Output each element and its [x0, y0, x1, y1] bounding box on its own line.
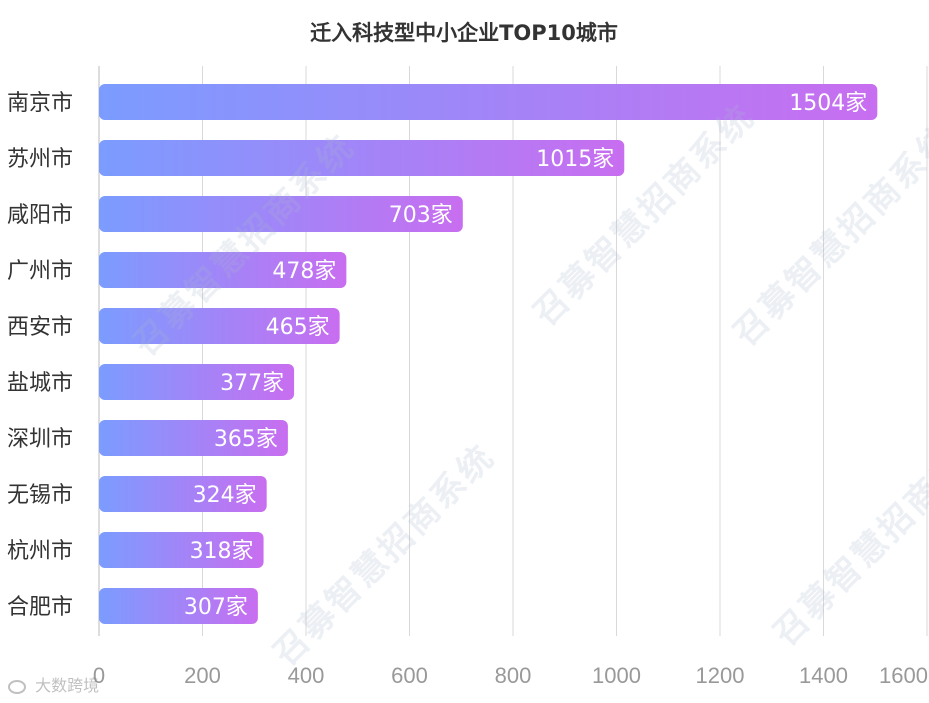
x-tick-label: 200: [184, 663, 221, 688]
bar-2: [99, 196, 463, 232]
category-label: 南京市: [7, 91, 73, 116]
category-label: 杭州市: [7, 539, 73, 564]
x-tick-label: 1200: [696, 663, 745, 688]
x-tick-label: 800: [495, 663, 532, 688]
category-label: 广州市: [7, 259, 73, 284]
bar-0: [99, 84, 878, 120]
chart-title: 迁入科技型中小企业TOP10城市: [310, 21, 618, 45]
weibo-icon: [8, 679, 26, 694]
category-label: 合肥市: [7, 595, 73, 620]
bar-6: [99, 420, 288, 456]
bar-8: [99, 532, 264, 568]
bar-value-label: 1015家: [536, 147, 614, 172]
bar-7: [99, 476, 267, 512]
x-tick-label: 400: [288, 663, 325, 688]
category-label: 西安市: [7, 315, 73, 340]
bar-value-label: 1504家: [789, 91, 867, 116]
category-label: 无锡市: [7, 483, 73, 508]
bar-value-label: 365家: [214, 427, 278, 452]
bar-value-label: 478家: [272, 259, 336, 284]
bar-value-label: 465家: [266, 315, 330, 340]
bar-value-label: 324家: [193, 483, 257, 508]
bar-1: [99, 140, 625, 176]
source-mark-text: 大数跨境: [35, 676, 100, 695]
x-tick-label: 1400: [799, 663, 848, 688]
bar-9: [99, 588, 258, 624]
category-label: 苏州市: [7, 147, 73, 172]
bar-value-label: 377家: [220, 371, 284, 396]
bar-3: [99, 252, 347, 288]
x-axis-ticks: 0 200 400 600 800 1000 1200 1400 1600: [93, 663, 928, 688]
source-mark: 大数跨境: [8, 672, 99, 696]
category-label: 盐城市: [7, 371, 73, 396]
bars: 1504家 1015家 703家 478家 465家 377家 365家 324家 318家 30…: [99, 84, 878, 624]
x-tick-label: 1600: [879, 663, 928, 688]
category-label: 深圳市: [7, 427, 73, 452]
bar-value-label: 307家: [184, 595, 248, 620]
bar-4: [99, 308, 340, 344]
x-tick-label: 0: [93, 663, 105, 688]
x-tick-label: 1000: [592, 663, 641, 688]
bar-value-label: 318家: [190, 539, 254, 564]
x-tick-label: 600: [391, 663, 428, 688]
bar-5: [99, 364, 295, 400]
bar-value-label: 703家: [389, 203, 453, 228]
category-label: 咸阳市: [7, 203, 73, 228]
